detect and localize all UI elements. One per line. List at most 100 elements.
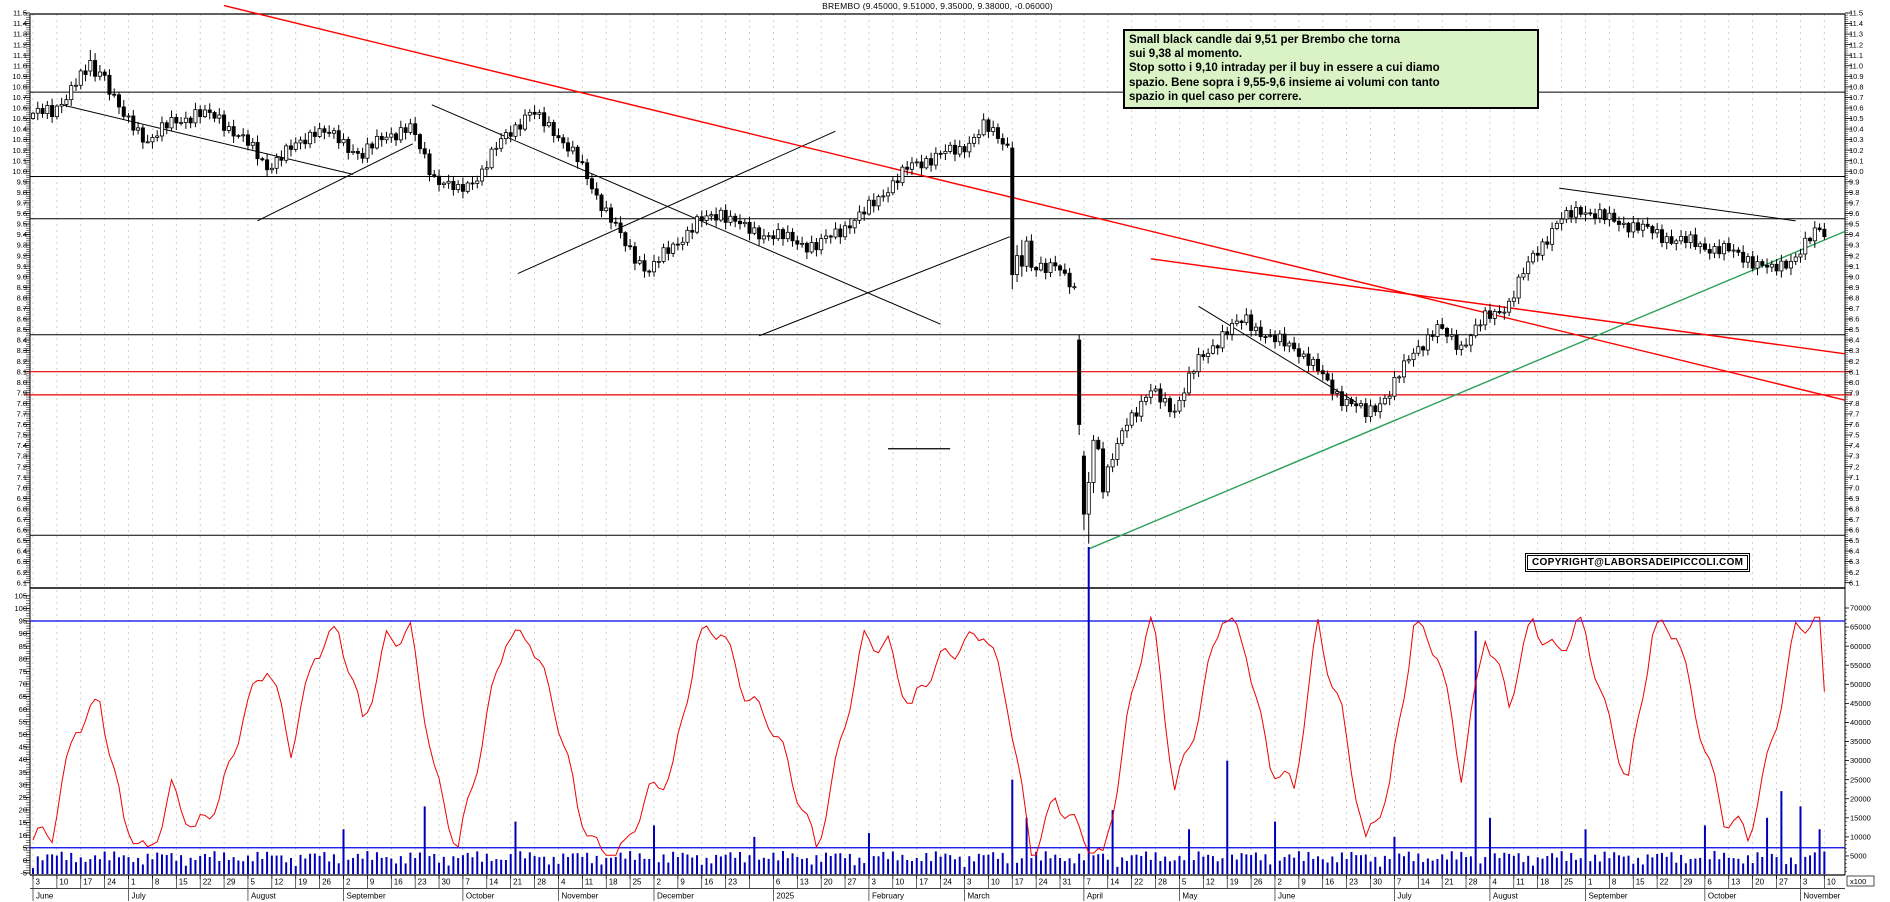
svg-text:14: 14 xyxy=(489,878,498,887)
svg-text:30: 30 xyxy=(19,780,27,789)
annotation-line: Small black candle dai 9,51 per Brembo c… xyxy=(1129,34,1400,46)
svg-text:28: 28 xyxy=(1158,878,1167,887)
svg-text:8.2: 8.2 xyxy=(17,357,27,366)
svg-text:23: 23 xyxy=(1349,878,1358,887)
svg-text:105: 105 xyxy=(14,591,27,600)
svg-text:11.2: 11.2 xyxy=(13,40,27,49)
svg-text:19: 19 xyxy=(298,878,307,887)
svg-text:22: 22 xyxy=(1660,878,1669,887)
svg-text:27: 27 xyxy=(1779,878,1788,887)
svg-text:9.9: 9.9 xyxy=(17,177,27,186)
svg-text:10.3: 10.3 xyxy=(12,135,27,144)
svg-text:7.4: 7.4 xyxy=(17,441,27,450)
svg-text:10.5: 10.5 xyxy=(1849,114,1864,123)
svg-text:10.3: 10.3 xyxy=(1849,135,1864,144)
svg-text:35: 35 xyxy=(19,768,27,777)
analysis-annotation: Small black candle dai 9,51 per Brembo c… xyxy=(1123,29,1539,110)
svg-text:8: 8 xyxy=(155,878,160,887)
svg-text:8.4: 8.4 xyxy=(17,336,27,345)
svg-text:7: 7 xyxy=(1397,878,1402,887)
svg-text:10.8: 10.8 xyxy=(1849,82,1864,91)
svg-text:9.4: 9.4 xyxy=(17,230,27,239)
svg-text:8.4: 8.4 xyxy=(1849,336,1859,345)
svg-text:60000: 60000 xyxy=(1850,642,1871,651)
svg-text:6.2: 6.2 xyxy=(17,568,27,577)
svg-text:x100: x100 xyxy=(1850,877,1866,886)
svg-text:65: 65 xyxy=(19,692,27,701)
svg-text:6.1: 6.1 xyxy=(17,578,27,587)
svg-text:10.2: 10.2 xyxy=(12,146,27,155)
svg-text:10: 10 xyxy=(19,831,27,840)
svg-text:3: 3 xyxy=(1803,878,1808,887)
svg-text:April: April xyxy=(1087,892,1103,901)
annotation-line: sui 9,38 al momento. xyxy=(1129,48,1243,61)
svg-text:11: 11 xyxy=(1516,878,1525,887)
svg-text:5: 5 xyxy=(1182,878,1187,887)
svg-text:12: 12 xyxy=(1206,878,1215,887)
chart-title: BREMBO (9.45000, 9.51000, 9.35000, 9.380… xyxy=(822,1,1053,11)
svg-text:8.1: 8.1 xyxy=(1849,367,1859,376)
svg-text:10.6: 10.6 xyxy=(12,104,27,113)
svg-text:7.1: 7.1 xyxy=(17,473,27,482)
svg-text:6.4: 6.4 xyxy=(1849,547,1859,556)
svg-text:2: 2 xyxy=(656,878,661,887)
svg-text:6.8: 6.8 xyxy=(1849,504,1859,513)
svg-text:8.6: 8.6 xyxy=(1849,315,1859,324)
svg-text:10.7: 10.7 xyxy=(12,93,27,102)
svg-text:90: 90 xyxy=(19,629,27,638)
svg-text:3: 3 xyxy=(871,878,876,887)
svg-text:20: 20 xyxy=(1755,878,1764,887)
svg-text:7.7: 7.7 xyxy=(1849,410,1859,419)
svg-text:22: 22 xyxy=(1134,878,1143,887)
svg-text:7.3: 7.3 xyxy=(1849,452,1859,461)
svg-text:45: 45 xyxy=(19,743,27,752)
svg-text:8.6: 8.6 xyxy=(17,315,27,324)
svg-text:25: 25 xyxy=(19,793,27,802)
svg-text:7.6: 7.6 xyxy=(17,420,27,429)
svg-text:7.6: 7.6 xyxy=(1849,420,1859,429)
svg-text:27: 27 xyxy=(848,878,857,887)
svg-text:9.1: 9.1 xyxy=(17,262,27,271)
svg-text:50: 50 xyxy=(19,730,27,739)
svg-text:6.6: 6.6 xyxy=(17,526,27,535)
svg-text:8.5: 8.5 xyxy=(17,325,27,334)
svg-text:16: 16 xyxy=(1325,878,1334,887)
svg-text:15: 15 xyxy=(1636,878,1645,887)
svg-text:85: 85 xyxy=(19,642,27,651)
svg-text:3: 3 xyxy=(967,878,972,887)
svg-text:7.2: 7.2 xyxy=(17,462,27,471)
annotation-line: spazio in quel caso per correre. xyxy=(1129,90,1302,103)
svg-text:4: 4 xyxy=(561,878,566,887)
svg-text:11.1: 11.1 xyxy=(13,51,27,60)
svg-text:June: June xyxy=(1278,892,1296,901)
svg-text:8.9: 8.9 xyxy=(17,283,27,292)
svg-text:19: 19 xyxy=(1230,878,1239,887)
svg-text:7.4: 7.4 xyxy=(1849,441,1859,450)
svg-text:8.5: 8.5 xyxy=(1849,325,1859,334)
svg-text:2: 2 xyxy=(1277,878,1282,887)
svg-text:11.4: 11.4 xyxy=(13,19,27,28)
svg-text:11.3: 11.3 xyxy=(1849,30,1863,39)
svg-text:40: 40 xyxy=(19,755,27,764)
svg-text:16: 16 xyxy=(704,878,713,887)
svg-text:6.7: 6.7 xyxy=(17,515,27,524)
svg-text:21: 21 xyxy=(513,878,522,887)
svg-text:26: 26 xyxy=(322,878,331,887)
svg-text:60: 60 xyxy=(19,705,27,714)
svg-text:6.7: 6.7 xyxy=(1849,515,1859,524)
svg-text:10.4: 10.4 xyxy=(1849,125,1864,134)
svg-text:4: 4 xyxy=(1492,878,1497,887)
svg-text:10: 10 xyxy=(59,878,68,887)
svg-text:9.2: 9.2 xyxy=(1849,251,1859,260)
svg-text:9.6: 9.6 xyxy=(17,209,27,218)
svg-text:December: December xyxy=(657,892,694,901)
svg-text:14: 14 xyxy=(1110,878,1119,887)
svg-text:August: August xyxy=(1493,892,1519,901)
svg-text:7.0: 7.0 xyxy=(17,483,27,492)
svg-text:9.3: 9.3 xyxy=(1849,241,1859,250)
svg-text:75: 75 xyxy=(19,667,27,676)
svg-text:1: 1 xyxy=(1588,878,1593,887)
annotation-line: spazio. Bene sopra i 9,55-9,6 insieme ai… xyxy=(1129,76,1440,89)
